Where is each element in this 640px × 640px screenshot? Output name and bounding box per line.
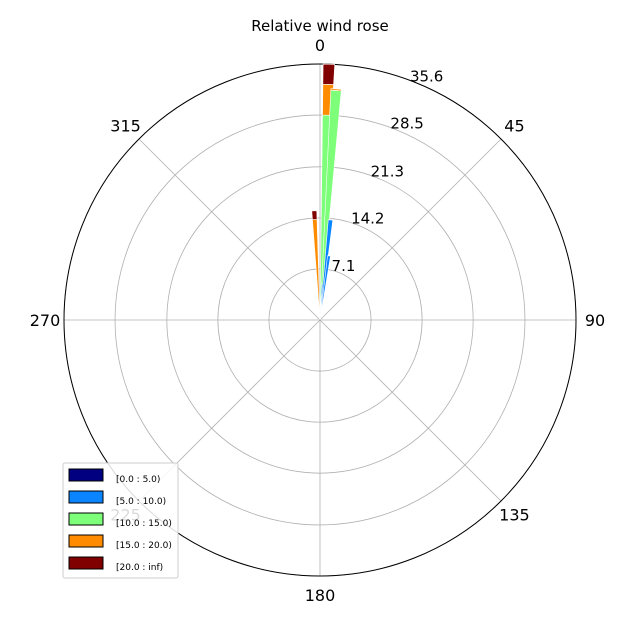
legend-label: [5.0 : 10.0) — [116, 497, 166, 507]
direction-label-180: 180 — [305, 586, 336, 605]
direction-label-0: 0 — [315, 36, 325, 55]
direction-label-270: 270 — [30, 311, 61, 330]
wind-bar-segment — [319, 255, 331, 321]
radial-tick-label: 35.6 — [410, 67, 443, 85]
wind-bar-segment — [330, 88, 342, 92]
direction-label-90: 90 — [585, 311, 605, 330]
legend-swatch — [68, 556, 104, 570]
radial-tick-label: 21.3 — [371, 162, 404, 180]
wind-bar-segment — [322, 63, 336, 85]
legend: [0.0 : 5.0) [5.0 : 10.0) [10.0 : 15.0) [… — [62, 462, 179, 579]
legend-swatch — [68, 468, 104, 482]
legend-label: [0.0 : 5.0) — [116, 475, 160, 485]
legend-label: [20.0 : inf) — [116, 563, 163, 573]
legend-swatch — [68, 534, 104, 548]
grid-spoke — [319, 319, 502, 502]
wind-bar-segment — [311, 210, 318, 220]
legend-swatch — [68, 512, 104, 526]
legend-swatch — [68, 490, 104, 504]
direction-label-135: 135 — [499, 505, 530, 524]
direction-label-45: 45 — [504, 117, 524, 136]
radial-tick-label: 7.1 — [332, 257, 356, 275]
radial-tick-labels: 7.1 14.2 21.3 28.5 35.6 — [332, 67, 444, 274]
radial-tick-label: 28.5 — [390, 115, 423, 133]
direction-label-315: 315 — [110, 117, 141, 136]
wind-bars — [311, 63, 342, 321]
legend-label: [10.0 : 15.0) — [116, 519, 172, 529]
radial-tick-label: 14.2 — [351, 210, 384, 228]
grid-spoke — [138, 138, 321, 321]
grid-spoke — [319, 138, 502, 321]
legend-label: [15.0 : 20.0) — [116, 541, 172, 551]
chart-title: Relative wind rose — [251, 17, 389, 35]
polar-frame — [63, 63, 577, 577]
